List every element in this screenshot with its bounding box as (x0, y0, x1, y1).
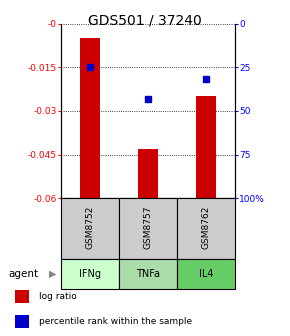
Text: GSM8757: GSM8757 (143, 206, 153, 249)
Text: ▶: ▶ (49, 269, 57, 279)
Bar (119, 198, 177, 259)
Bar (119, 259, 177, 289)
Bar (61, 259, 119, 289)
Text: IL4: IL4 (199, 269, 213, 279)
Bar (177, 198, 235, 259)
Text: GSM8752: GSM8752 (85, 206, 95, 249)
Text: percentile rank within the sample: percentile rank within the sample (39, 317, 192, 326)
Bar (196, 96, 216, 198)
Text: GSM8762: GSM8762 (201, 206, 211, 249)
Bar (138, 149, 158, 198)
Text: agent: agent (9, 269, 39, 279)
Text: IFNg: IFNg (79, 269, 101, 279)
Bar (80, 38, 100, 198)
Bar (61, 198, 119, 259)
Bar (14, 315, 29, 328)
Text: TNFa: TNFa (136, 269, 160, 279)
Text: log ratio: log ratio (39, 292, 76, 301)
Bar (14, 290, 29, 303)
Bar (177, 259, 235, 289)
Text: GDS501 / 37240: GDS501 / 37240 (88, 13, 202, 28)
